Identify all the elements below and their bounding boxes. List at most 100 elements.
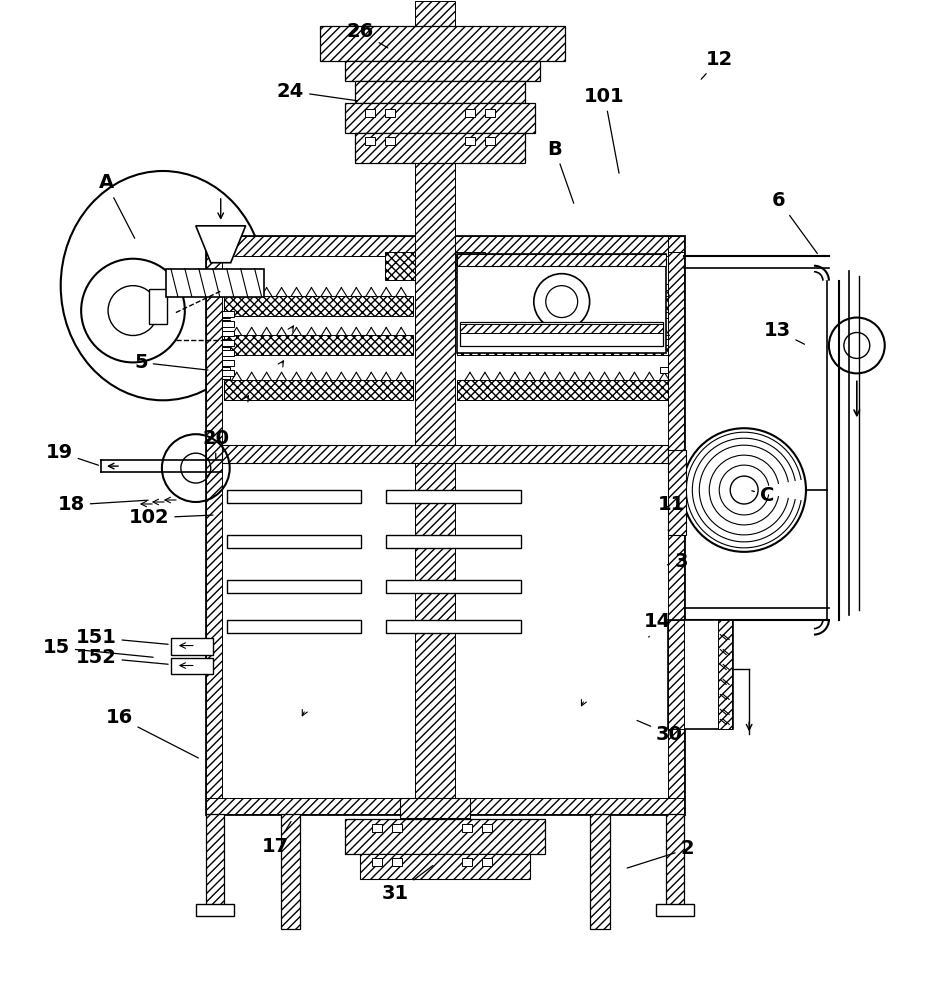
Bar: [226, 620, 361, 633]
Bar: [386, 620, 520, 633]
Text: 24: 24: [276, 82, 357, 101]
Bar: [222, 340, 234, 346]
Bar: [226, 535, 361, 548]
Bar: [660, 339, 667, 345]
Bar: [589, 814, 609, 929]
Bar: [360, 854, 529, 879]
Text: 13: 13: [763, 321, 804, 344]
Bar: [392, 824, 401, 832]
Bar: [222, 360, 234, 366]
Bar: [171, 658, 212, 674]
Bar: [222, 367, 230, 373]
Bar: [456, 296, 667, 316]
Bar: [372, 858, 382, 866]
Bar: [667, 450, 686, 535]
Bar: [400, 798, 469, 818]
Bar: [481, 858, 491, 866]
Bar: [222, 350, 234, 356]
Bar: [454, 252, 485, 280]
Bar: [365, 109, 375, 117]
Bar: [462, 858, 472, 866]
Bar: [460, 324, 663, 333]
Bar: [171, 638, 212, 655]
Bar: [464, 137, 475, 145]
Bar: [206, 798, 683, 814]
Bar: [485, 137, 494, 145]
Bar: [462, 824, 472, 832]
Text: C: C: [751, 486, 773, 505]
Bar: [345, 819, 544, 854]
Bar: [280, 814, 300, 929]
Bar: [223, 335, 413, 355]
Bar: [222, 236, 414, 256]
Bar: [456, 254, 666, 353]
Bar: [226, 580, 361, 593]
Bar: [485, 109, 494, 117]
Bar: [372, 824, 382, 832]
Bar: [660, 284, 667, 290]
Bar: [386, 490, 520, 503]
Text: 151: 151: [76, 628, 168, 647]
Polygon shape: [196, 226, 246, 263]
Text: 14: 14: [643, 612, 670, 637]
Bar: [320, 26, 565, 61]
Bar: [414, 1, 454, 844]
Text: 6: 6: [771, 191, 817, 253]
Text: 31: 31: [381, 866, 432, 903]
Bar: [385, 109, 395, 117]
Bar: [166, 269, 263, 297]
Bar: [206, 236, 683, 814]
Text: 3: 3: [667, 552, 687, 571]
Bar: [454, 236, 667, 256]
Text: 152: 152: [76, 648, 168, 667]
Bar: [392, 858, 401, 866]
Text: 16: 16: [106, 708, 198, 758]
Bar: [717, 620, 731, 729]
Bar: [666, 814, 683, 914]
Text: 19: 19: [45, 443, 98, 465]
Bar: [196, 904, 234, 916]
Bar: [222, 312, 230, 318]
Bar: [667, 236, 683, 814]
Bar: [223, 380, 413, 400]
Text: 26: 26: [347, 22, 387, 48]
Bar: [345, 103, 534, 133]
Bar: [222, 339, 230, 345]
Bar: [345, 61, 540, 81]
Text: B: B: [547, 140, 573, 203]
Text: 30: 30: [636, 720, 682, 744]
Bar: [222, 445, 667, 463]
Bar: [355, 81, 525, 103]
Bar: [667, 620, 683, 729]
Bar: [386, 580, 520, 593]
Bar: [206, 236, 222, 814]
Bar: [386, 535, 520, 548]
Text: 18: 18: [57, 495, 148, 514]
Bar: [149, 289, 167, 324]
Bar: [222, 320, 230, 324]
Bar: [355, 133, 525, 163]
Bar: [206, 236, 683, 252]
Bar: [222, 311, 234, 317]
Text: 17: 17: [261, 821, 291, 856]
Bar: [222, 370, 234, 376]
Bar: [365, 137, 375, 145]
Bar: [660, 367, 667, 373]
Bar: [660, 312, 667, 318]
Bar: [456, 335, 667, 355]
Bar: [222, 331, 234, 336]
Text: A: A: [98, 173, 134, 238]
Bar: [223, 296, 413, 316]
Bar: [222, 292, 230, 296]
Text: 12: 12: [701, 50, 732, 79]
Bar: [222, 284, 230, 290]
Text: 20: 20: [202, 429, 229, 459]
Bar: [667, 620, 732, 729]
Bar: [655, 904, 693, 916]
Bar: [226, 490, 361, 503]
Text: 15: 15: [43, 638, 153, 657]
Text: 5: 5: [134, 353, 208, 372]
Text: 11: 11: [657, 495, 684, 514]
Bar: [456, 254, 666, 266]
Bar: [456, 380, 667, 400]
